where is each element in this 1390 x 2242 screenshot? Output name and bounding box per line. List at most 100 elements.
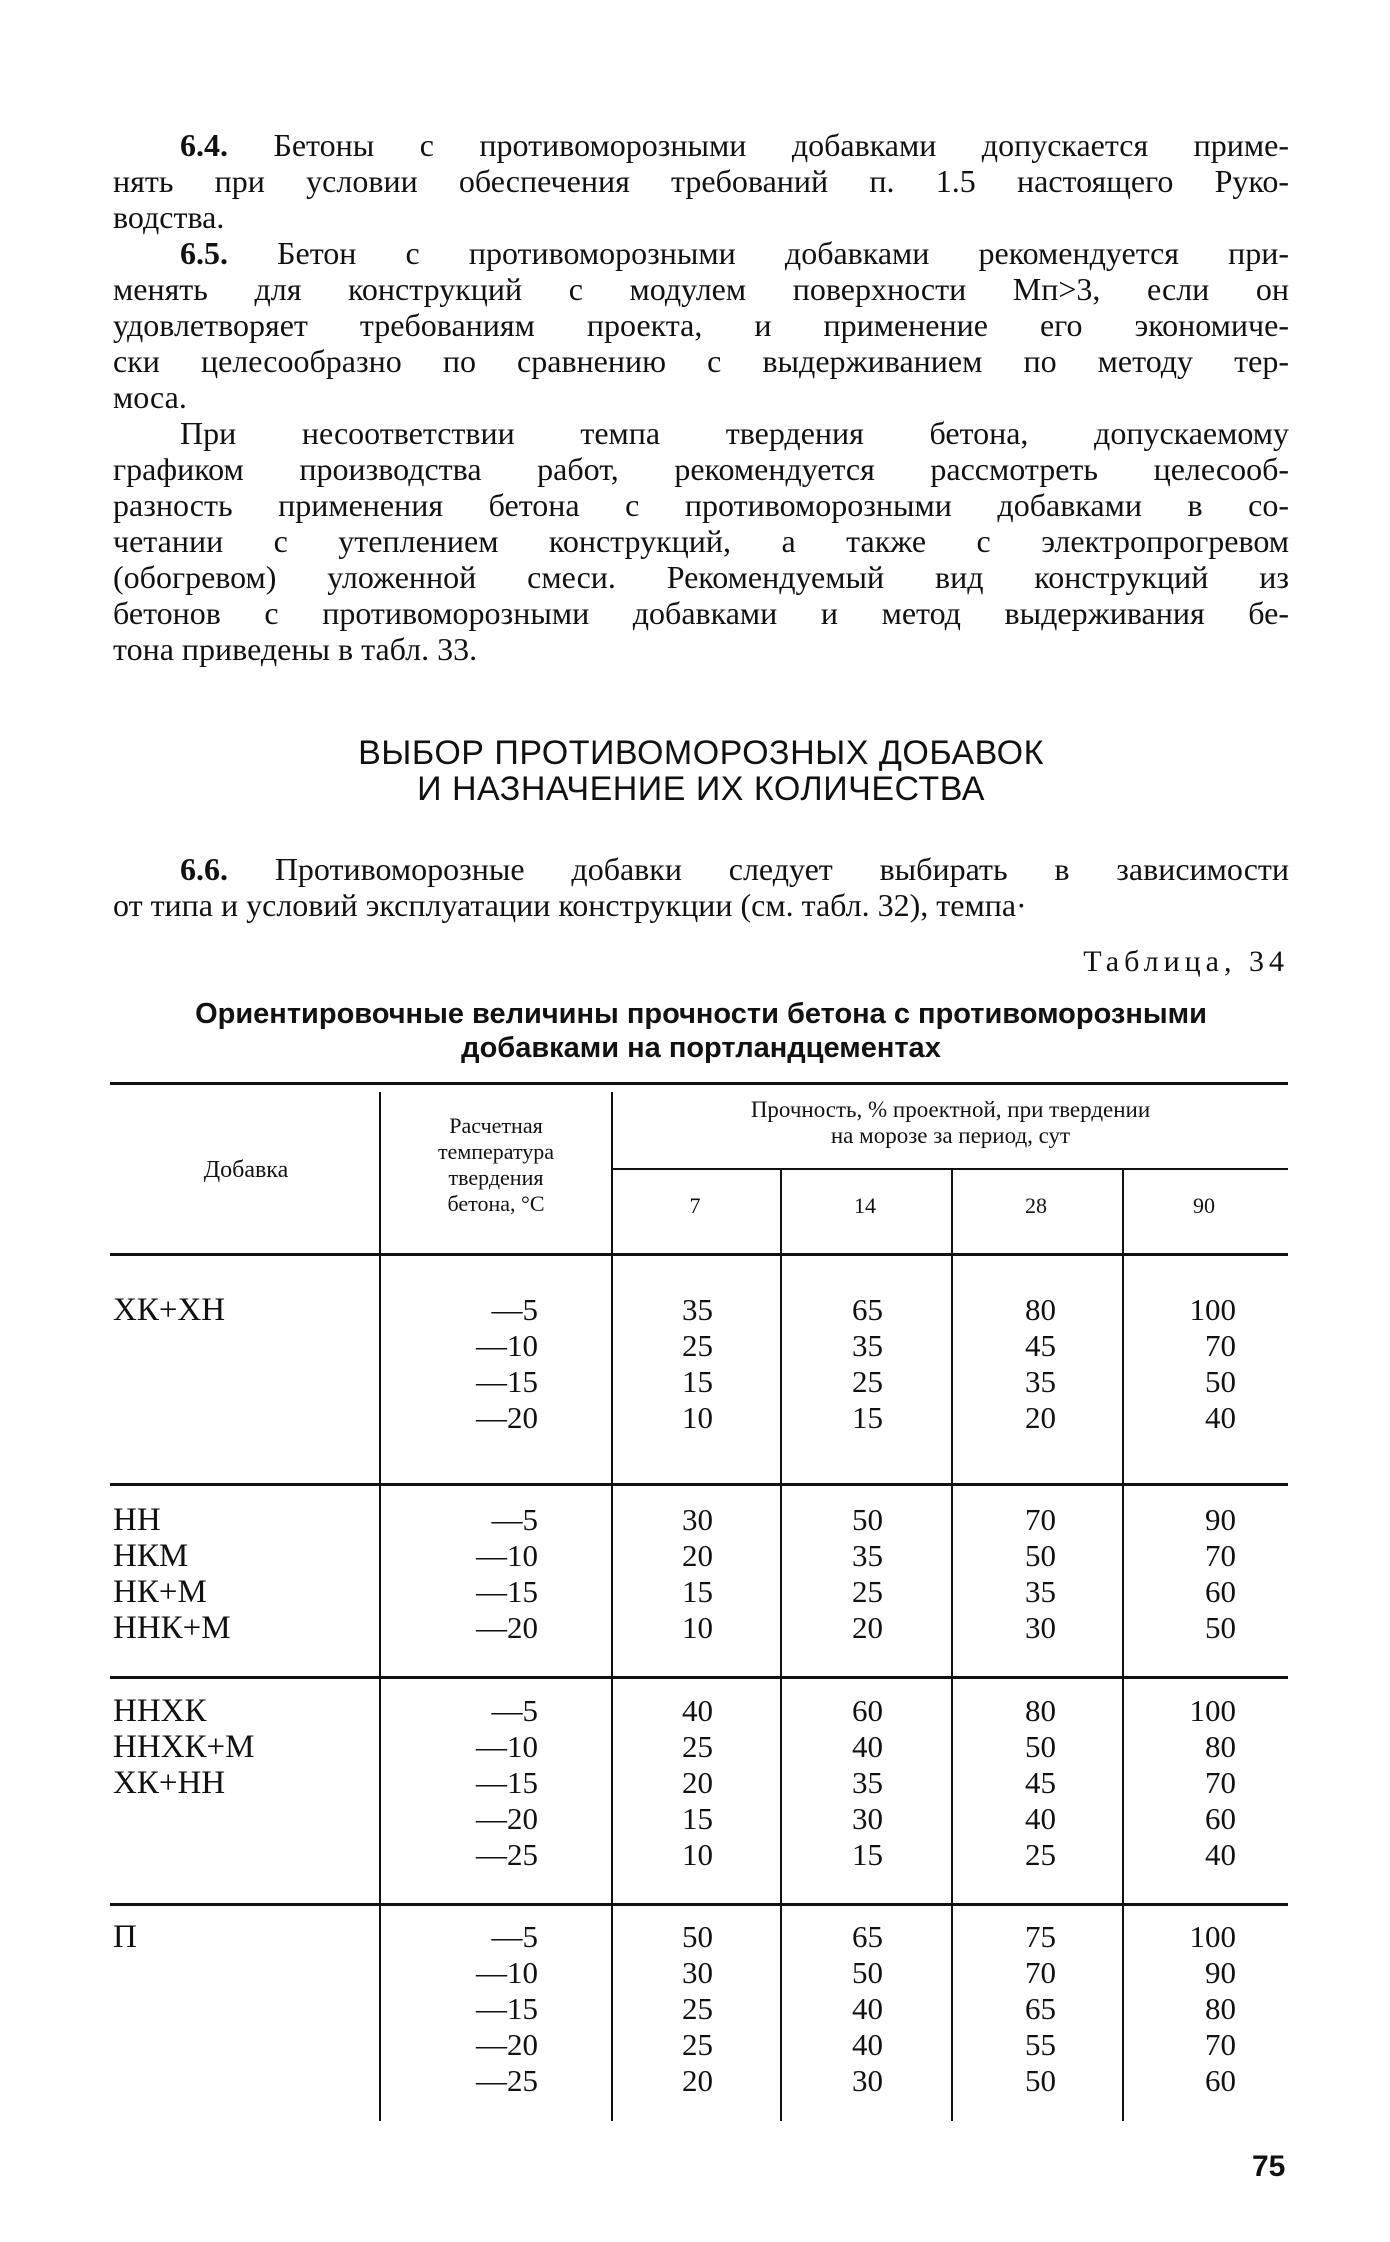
strength-value: 20 bbox=[682, 2063, 713, 2098]
strength-value: 40 bbox=[682, 1693, 713, 1728]
group-separator bbox=[110, 1483, 1288, 1486]
temperature-value: —15 bbox=[476, 1574, 538, 1609]
column-divider bbox=[951, 1170, 953, 2121]
header-strength: на морозе за период, сут bbox=[830, 1123, 1071, 1148]
header-period: 90 bbox=[1193, 1193, 1215, 1218]
strength-value: 70 bbox=[1205, 1328, 1236, 1363]
header-period: 7 bbox=[689, 1193, 701, 1218]
header-temperature: бетона, °С bbox=[447, 1191, 545, 1216]
strength-value: 70 bbox=[1025, 1955, 1056, 1990]
strength-value: 40 bbox=[1205, 1400, 1236, 1435]
additive-name: НН bbox=[113, 1502, 161, 1538]
strength-value: 100 bbox=[1189, 1919, 1237, 1954]
paragraph-2-line: тона приведены в табл. 33. bbox=[113, 631, 478, 667]
header-strength: Прочность, % проектной, при твердении bbox=[750, 1097, 1151, 1122]
paragraph-2-line: графиком производства работ, рекомендует… bbox=[113, 451, 1289, 487]
strength-value: 30 bbox=[1025, 1610, 1056, 1645]
temperature-value: —5 bbox=[491, 1292, 539, 1327]
strength-value: 10 bbox=[682, 1400, 713, 1435]
strength-value: 50 bbox=[682, 1919, 713, 1954]
strength-value: 60 bbox=[1205, 1574, 1236, 1609]
strength-value: 25 bbox=[852, 1574, 883, 1609]
paragraph-number: 6.4. bbox=[180, 127, 274, 163]
strength-value: 75 bbox=[1025, 1919, 1056, 1954]
strength-value: 35 bbox=[1025, 1574, 1056, 1609]
strength-value: 60 bbox=[1205, 2063, 1236, 2098]
strength-value: 70 bbox=[1205, 2027, 1236, 2062]
strength-value: 65 bbox=[852, 1919, 883, 1954]
strength-value: 90 bbox=[1205, 1502, 1236, 1537]
header-temperature: Расчетная bbox=[449, 1113, 543, 1138]
additive-name: НКМ bbox=[113, 1538, 189, 1574]
strength-value: 35 bbox=[682, 1292, 713, 1327]
column-divider bbox=[379, 1092, 381, 2121]
strength-value: 45 bbox=[1025, 1765, 1056, 1800]
header-period: 28 bbox=[1025, 1193, 1047, 1218]
additive-name: ННХК+М bbox=[113, 1729, 255, 1765]
strength-value: 15 bbox=[682, 1364, 713, 1399]
group-separator bbox=[110, 1676, 1288, 1679]
table-number: Таблица, 34 bbox=[1083, 945, 1289, 978]
strength-value: 30 bbox=[682, 1502, 713, 1537]
strength-value: 20 bbox=[682, 1765, 713, 1800]
page-number: 75 bbox=[1252, 2150, 1286, 2183]
header-temperature: твердения bbox=[448, 1165, 544, 1190]
strength-value: 40 bbox=[852, 1991, 883, 2026]
temperature-value: —10 bbox=[476, 1328, 538, 1363]
temperature-value: —15 bbox=[476, 1364, 538, 1399]
temperature-value: —10 bbox=[476, 1955, 538, 1990]
strength-value: 90 bbox=[1205, 1955, 1236, 1990]
strength-value: 50 bbox=[1025, 1538, 1056, 1573]
header-additive: Добавка bbox=[203, 1157, 289, 1183]
paragraph-1-line: менять для конструкций с модулем поверхн… bbox=[113, 271, 1289, 307]
header-sub-rule bbox=[611, 1168, 1288, 1170]
paragraph-1-line: удовлетворяет требованиям проекта, и при… bbox=[113, 307, 1289, 343]
strength-value: 50 bbox=[852, 1955, 883, 1990]
header-period: 14 bbox=[854, 1193, 876, 1218]
strength-value: 40 bbox=[852, 2027, 883, 2062]
strength-value: 20 bbox=[682, 1538, 713, 1573]
paragraph-6-6-line: 6.6. Противоморозные добавки следует выб… bbox=[180, 851, 1290, 887]
strength-value: 20 bbox=[852, 1610, 883, 1645]
paragraph-1-line: моса. bbox=[113, 379, 187, 415]
paragraph-2-line: разность применения бетона с противоморо… bbox=[113, 487, 1289, 523]
column-divider bbox=[611, 1092, 613, 2121]
strength-value: 30 bbox=[852, 2063, 883, 2098]
paragraph-2-line: бетонов с противоморозными добавками и м… bbox=[113, 595, 1289, 631]
additive-name: ННХК bbox=[113, 1693, 207, 1729]
temperature-value: —15 bbox=[476, 1991, 538, 2026]
strength-value: 55 bbox=[1025, 2027, 1056, 2062]
paragraph-1-line: 6.5. Бетон с противоморозными добавками … bbox=[180, 235, 1290, 271]
temperature-value: —5 bbox=[491, 1502, 539, 1537]
strength-value: 80 bbox=[1025, 1292, 1056, 1327]
paragraph-6-6-line: от типа и условий эксплуатации конструкц… bbox=[113, 887, 1027, 923]
strength-value: 40 bbox=[852, 1729, 883, 1764]
strength-value: 15 bbox=[682, 1574, 713, 1609]
strength-value: 15 bbox=[852, 1400, 883, 1435]
table-title-line-2: добавками на портландцементах bbox=[461, 1032, 941, 1064]
paragraph-1-line: ски целесообразно по сравнению с выдержи… bbox=[113, 343, 1289, 379]
strength-value: 30 bbox=[682, 1955, 713, 1990]
strength-value: 50 bbox=[1205, 1610, 1236, 1645]
paragraph-0-line: водства. bbox=[113, 199, 225, 235]
strength-value: 50 bbox=[1205, 1364, 1236, 1399]
strength-value: 25 bbox=[682, 1729, 713, 1764]
strength-value: 50 bbox=[1025, 2063, 1056, 2098]
paragraph-number: 6.5. bbox=[180, 235, 278, 271]
temperature-value: —20 bbox=[476, 1610, 538, 1645]
section-heading-line-2: И НАЗНАЧЕНИЕ ИХ КОЛИЧЕСТВА bbox=[417, 770, 985, 808]
paragraph-number: 6.6. bbox=[180, 851, 275, 887]
temperature-value: —15 bbox=[476, 1765, 538, 1800]
strength-value: 40 bbox=[1025, 1801, 1056, 1836]
paragraph-2-line: (обогревом) уложенной смеси. Рекомендуем… bbox=[113, 559, 1289, 595]
temperature-value: —10 bbox=[476, 1729, 538, 1764]
strength-value: 70 bbox=[1205, 1538, 1236, 1573]
strength-value: 15 bbox=[852, 1837, 883, 1872]
strength-value: 15 bbox=[682, 1801, 713, 1836]
strength-value: 45 bbox=[1025, 1328, 1056, 1363]
strength-value: 25 bbox=[682, 2027, 713, 2062]
temperature-value: —5 bbox=[491, 1919, 539, 1954]
strength-value: 20 bbox=[1025, 1400, 1056, 1435]
additive-name: ХК+НН bbox=[113, 1765, 226, 1801]
strength-value: 35 bbox=[852, 1765, 883, 1800]
